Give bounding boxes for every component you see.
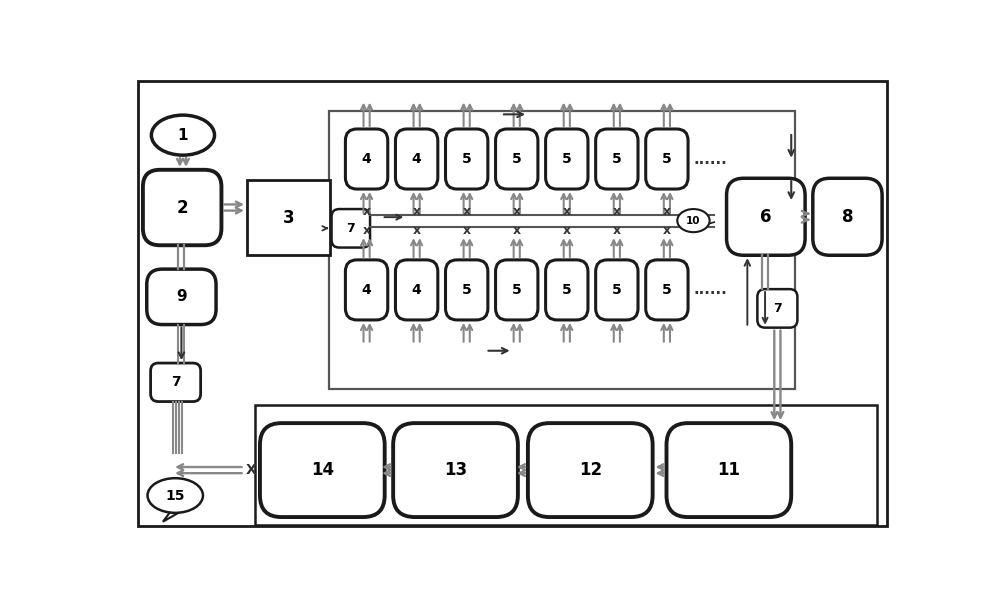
FancyBboxPatch shape [147, 269, 216, 325]
FancyBboxPatch shape [596, 129, 638, 189]
FancyBboxPatch shape [596, 260, 638, 320]
Text: ......: ...... [693, 152, 727, 167]
Text: 12: 12 [579, 461, 602, 479]
FancyBboxPatch shape [395, 260, 438, 320]
Text: x: x [363, 224, 371, 237]
Text: x: x [513, 205, 521, 218]
FancyBboxPatch shape [446, 260, 488, 320]
Text: x: x [563, 224, 571, 237]
FancyBboxPatch shape [813, 178, 882, 255]
Text: x: x [613, 205, 621, 218]
Text: x: x [613, 224, 621, 237]
Text: x: x [413, 205, 421, 218]
Text: x: x [363, 205, 371, 218]
FancyBboxPatch shape [151, 363, 201, 401]
Text: 5: 5 [562, 283, 572, 297]
Text: x: x [563, 205, 571, 218]
Text: 5: 5 [512, 283, 522, 297]
Text: 7: 7 [773, 302, 782, 315]
FancyBboxPatch shape [260, 423, 385, 517]
FancyBboxPatch shape [666, 423, 791, 517]
FancyBboxPatch shape [332, 209, 370, 248]
Text: x: x [513, 224, 521, 237]
Text: x: x [663, 224, 671, 237]
Text: 4: 4 [412, 283, 422, 297]
Ellipse shape [151, 115, 215, 155]
FancyBboxPatch shape [546, 129, 588, 189]
Bar [247, 180, 330, 255]
Text: x: x [413, 224, 421, 237]
Text: 5: 5 [612, 283, 622, 297]
Polygon shape [163, 512, 179, 521]
Text: X: X [245, 463, 256, 477]
FancyBboxPatch shape [393, 423, 518, 517]
Text: x: x [663, 205, 671, 218]
Text: 5: 5 [462, 152, 472, 166]
Text: 5: 5 [662, 283, 672, 297]
Bar [255, 406, 877, 525]
Text: 5: 5 [662, 152, 672, 166]
Text: 3: 3 [283, 209, 294, 227]
Text: 5: 5 [462, 283, 472, 297]
Text: 5: 5 [512, 152, 522, 166]
FancyBboxPatch shape [496, 129, 538, 189]
FancyBboxPatch shape [345, 260, 388, 320]
Text: 2: 2 [176, 199, 188, 217]
Text: 10: 10 [686, 215, 701, 226]
Bar [329, 110, 795, 389]
Text: 7: 7 [171, 376, 180, 389]
Ellipse shape [677, 209, 710, 232]
FancyBboxPatch shape [646, 260, 688, 320]
FancyBboxPatch shape [446, 129, 488, 189]
FancyBboxPatch shape [546, 260, 588, 320]
FancyBboxPatch shape [757, 289, 797, 328]
Text: 5: 5 [612, 152, 622, 166]
Text: x: x [463, 224, 471, 237]
Text: 4: 4 [412, 152, 422, 166]
Text: 11: 11 [717, 461, 740, 479]
Text: 8: 8 [842, 208, 853, 226]
FancyBboxPatch shape [528, 423, 653, 517]
FancyBboxPatch shape [345, 129, 388, 189]
FancyBboxPatch shape [727, 178, 805, 255]
Text: 4: 4 [362, 283, 371, 297]
Text: 13: 13 [444, 461, 467, 479]
Text: 15: 15 [165, 488, 185, 503]
Text: 7: 7 [346, 222, 355, 235]
Text: x: x [463, 205, 471, 218]
Text: 6: 6 [760, 208, 772, 226]
Text: ......: ...... [693, 283, 727, 298]
FancyBboxPatch shape [646, 129, 688, 189]
Text: 1: 1 [178, 128, 188, 143]
FancyBboxPatch shape [395, 129, 438, 189]
Text: 4: 4 [362, 152, 371, 166]
FancyBboxPatch shape [496, 260, 538, 320]
Text: 9: 9 [176, 289, 187, 304]
Text: 5: 5 [562, 152, 572, 166]
Text: 14: 14 [311, 461, 334, 479]
FancyBboxPatch shape [143, 170, 221, 245]
Ellipse shape [148, 478, 203, 513]
